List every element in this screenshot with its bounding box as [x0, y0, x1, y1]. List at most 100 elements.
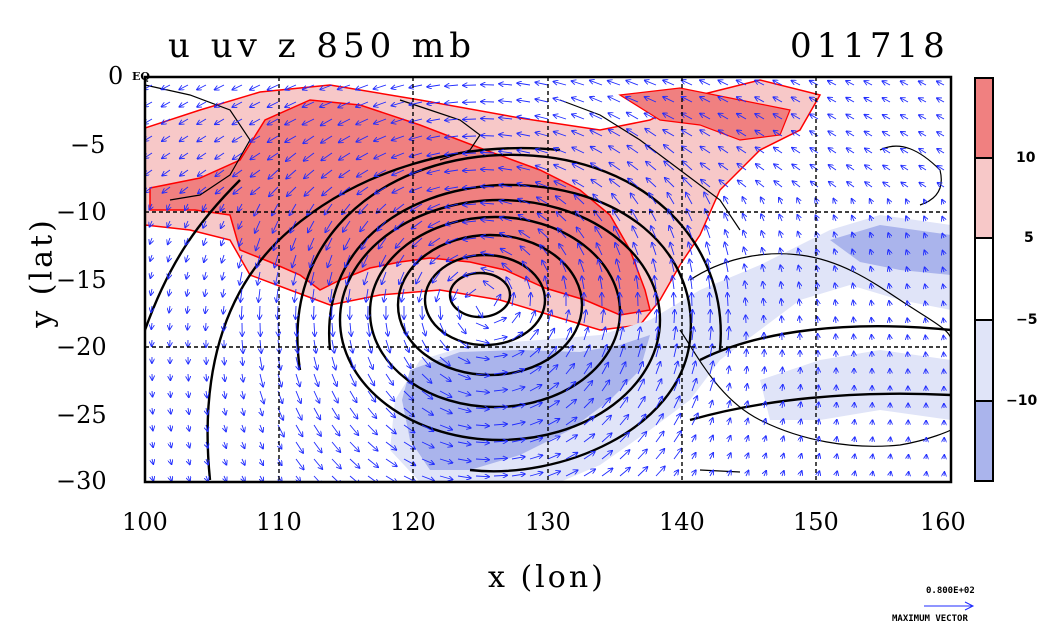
wind-vector — [168, 271, 170, 278]
wind-vector — [257, 254, 261, 268]
wind-vector — [440, 305, 441, 319]
wind-vector — [475, 408, 489, 409]
wind-vector — [204, 254, 206, 262]
wind-vector — [180, 118, 189, 124]
y-tick-20: −20 — [56, 333, 107, 361]
wind-vector — [818, 437, 819, 443]
wind-vector — [457, 459, 471, 461]
wind-vector — [296, 305, 297, 319]
wind-vector — [392, 186, 405, 193]
wind-vector — [645, 129, 657, 137]
wind-vector — [347, 271, 351, 285]
wind-vector — [295, 407, 302, 420]
wind-vector — [818, 385, 819, 392]
wind-vector — [349, 441, 359, 451]
wind-vector — [686, 193, 693, 205]
wind-vector — [609, 163, 621, 171]
wind-vector — [764, 384, 765, 392]
wind-vector — [530, 293, 531, 307]
wind-vector — [475, 374, 489, 376]
wind-vector — [188, 475, 190, 481]
wind-vector — [901, 115, 909, 119]
wind-vector — [523, 261, 531, 273]
wind-vector — [367, 458, 378, 467]
wind-vector — [556, 196, 567, 205]
wind-vector — [635, 259, 638, 273]
wind-vector — [942, 234, 944, 238]
wind-vector — [674, 470, 678, 477]
wind-vector — [673, 379, 679, 392]
wind-vector — [360, 220, 369, 231]
wind-vector — [339, 152, 351, 160]
wind-vector — [718, 97, 729, 103]
wind-vector — [719, 180, 729, 188]
wind-vector — [162, 152, 171, 158]
wind-vector — [445, 170, 459, 172]
wind-vector — [700, 147, 711, 154]
wind-vector — [170, 475, 172, 481]
wind-vector — [572, 131, 585, 137]
wind-vector — [618, 276, 620, 290]
wind-vector — [149, 203, 152, 210]
y-tick-25: −25 — [56, 401, 107, 429]
wind-vector — [481, 152, 495, 153]
wind-vector — [185, 220, 188, 227]
wind-vector — [810, 114, 819, 120]
wind-vector — [727, 293, 728, 307]
eq-label: EQ — [132, 70, 150, 83]
wind-vector — [339, 135, 351, 142]
wind-vector — [529, 420, 542, 426]
wind-vector — [673, 449, 682, 460]
wind-vector — [278, 322, 279, 336]
wind-vector — [399, 271, 405, 284]
wind-vector — [255, 220, 261, 233]
wind-vector — [308, 220, 315, 232]
wind-vector — [799, 300, 800, 307]
wind-vector — [728, 436, 731, 443]
wind-vector — [511, 474, 525, 476]
wind-vector — [710, 453, 713, 460]
wind-vector — [852, 250, 854, 256]
wind-vector — [338, 101, 351, 108]
wind-vector — [774, 131, 783, 137]
wind-vector — [689, 259, 692, 273]
wind-vector — [403, 390, 413, 400]
y-tick-15: −15 — [56, 266, 107, 294]
wind-vector — [889, 301, 890, 307]
wind-vector — [871, 318, 872, 324]
wind-vector — [363, 254, 369, 267]
wind-vector — [232, 101, 243, 107]
wind-vector — [538, 213, 549, 222]
wind-vector — [671, 259, 674, 273]
wind-vector — [374, 84, 387, 89]
reference-vector-label: MAXIMUM VECTOR — [892, 614, 968, 624]
wind-vector — [646, 145, 657, 154]
wind-vector — [573, 164, 585, 171]
wind-vector — [205, 305, 206, 313]
wind-vector — [836, 437, 837, 443]
wind-vector — [691, 379, 696, 392]
wind-vector — [204, 271, 206, 279]
wind-vector — [475, 459, 489, 460]
wind-vector — [294, 288, 296, 302]
wind-vector — [349, 407, 358, 419]
wind-vector — [835, 283, 836, 290]
wind-vector — [764, 471, 766, 477]
wind-vector — [583, 399, 593, 409]
wind-vector — [883, 165, 891, 171]
wind-vector — [517, 100, 531, 102]
wind-vector — [385, 424, 396, 434]
wind-vector — [409, 85, 423, 88]
wind-vector — [216, 186, 225, 194]
wind-vector — [439, 390, 452, 397]
wind-vector — [385, 441, 396, 450]
wind-vector — [690, 276, 692, 290]
wind-vector — [285, 118, 297, 125]
wind-vector — [673, 362, 678, 375]
wind-vector — [493, 475, 507, 476]
wind-vector — [901, 81, 909, 85]
wind-vector — [865, 115, 873, 120]
wind-vector — [536, 149, 549, 154]
wind-vector — [888, 216, 890, 221]
wind-vector — [481, 220, 495, 221]
